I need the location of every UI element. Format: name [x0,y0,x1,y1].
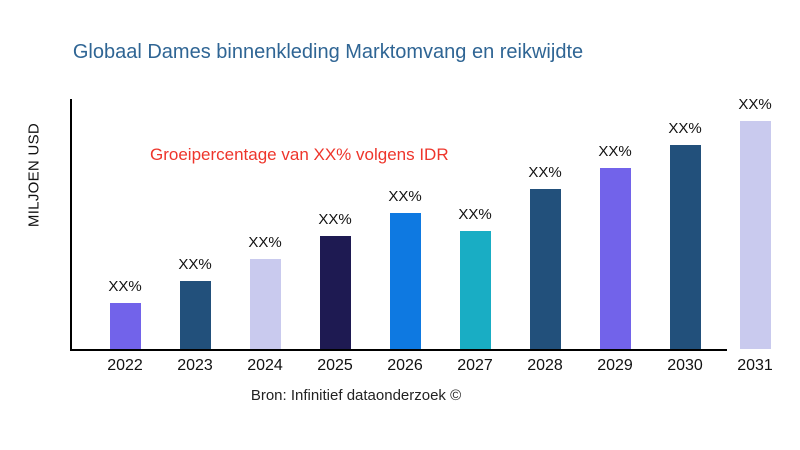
bar-value-label-2022: XX% [108,278,142,295]
chart-title: Globaal Dames binnenkleding Marktomvang … [72,41,584,63]
growth-annotation: Groeipercentage van XX% volgens IDR [150,145,449,164]
x-tick-label-2026: 2026 [387,357,423,374]
x-tick-label-2030: 2030 [667,357,703,374]
bar-2030 [669,145,701,349]
x-axis-line [70,349,727,351]
bar-2029 [599,168,631,349]
bar-2023 [179,281,211,349]
bar-2024 [249,259,281,349]
y-axis-line [70,99,72,351]
x-tick-label-2029: 2029 [597,357,633,374]
bar-value-label-2028: XX% [528,164,562,181]
bar-2031 [739,121,771,349]
bar-value-label-2027: XX% [458,206,492,223]
bar-2028 [529,189,561,349]
bar-value-label-2031: XX% [738,96,772,113]
bar-value-label-2023: XX% [178,256,212,273]
x-tick-label-2022: 2022 [107,357,143,374]
x-tick-label-2025: 2025 [317,357,353,374]
x-tick-label-2028: 2028 [527,357,563,374]
bar-value-label-2030: XX% [668,120,702,137]
bar-value-label-2025: XX% [318,211,352,228]
x-tick-label-2027: 2027 [457,357,493,374]
x-tick-label-2024: 2024 [247,357,283,374]
x-tick-label-2023: 2023 [177,357,213,374]
bar-2022 [109,303,141,349]
bar-2026 [389,213,421,349]
bar-value-label-2029: XX% [598,143,632,160]
x-tick-label-2031: 2031 [737,357,773,374]
y-axis-label: MILJOEN USD [25,122,43,228]
bar-2027 [459,231,491,349]
source-caption: Bron: Infinitief dataonderzoek © [250,387,462,404]
bar-2025 [319,236,351,349]
bar-value-label-2024: XX% [248,234,282,251]
bar-value-label-2026: XX% [388,188,422,205]
